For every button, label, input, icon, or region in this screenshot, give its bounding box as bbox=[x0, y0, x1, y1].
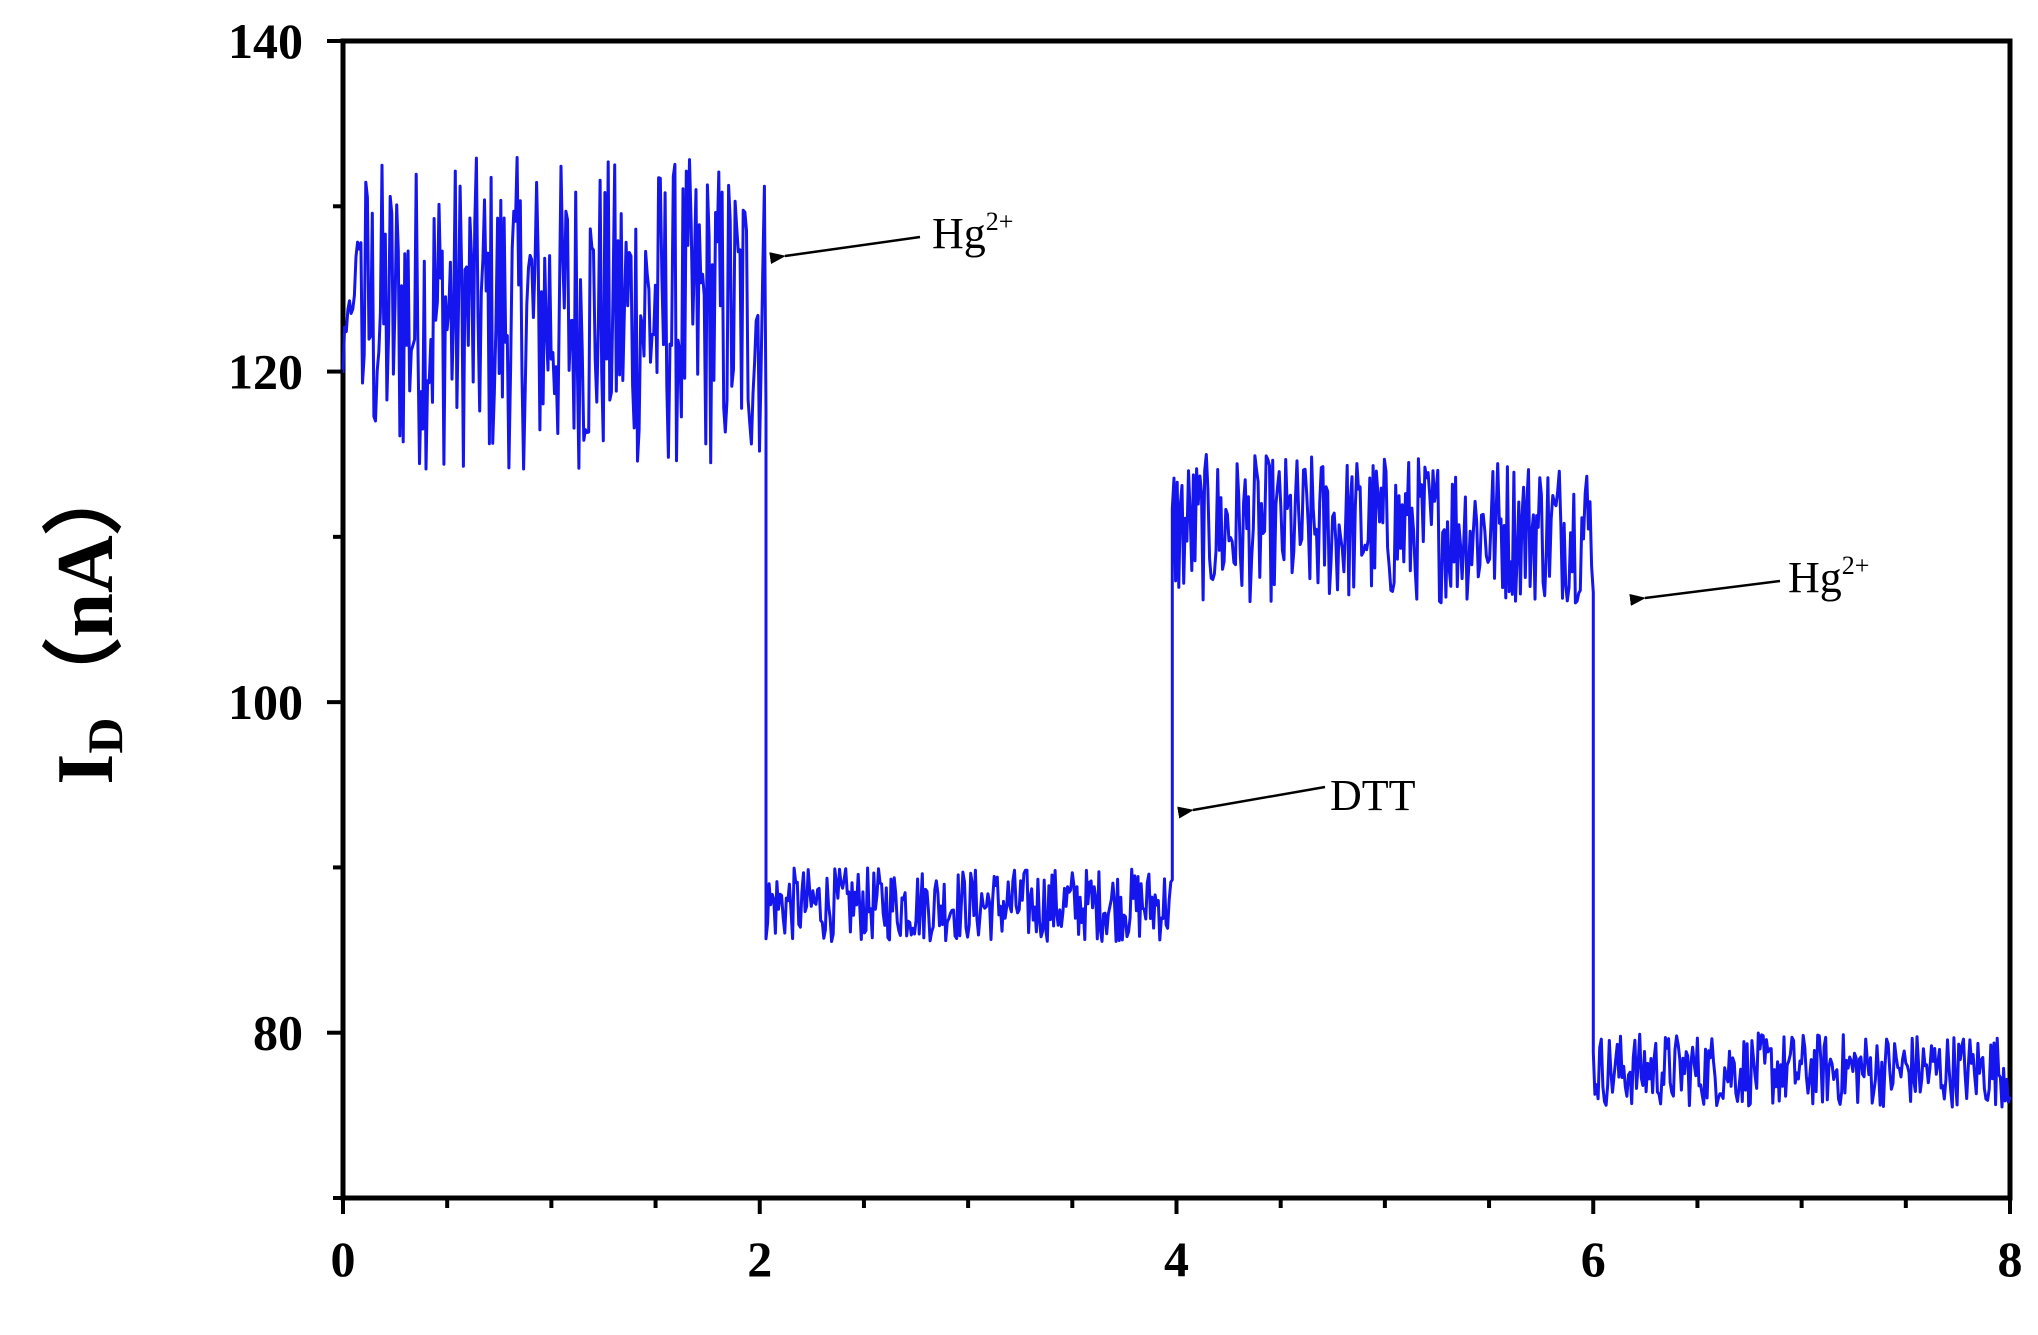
x-tick-label: 6 bbox=[1581, 1231, 1606, 1287]
y-tick-label: 80 bbox=[253, 1005, 303, 1061]
plot-area-frame bbox=[340, 38, 2013, 1201]
x-tick-label: 0 bbox=[331, 1231, 356, 1287]
svg-text:ID（nA）: ID（nA） bbox=[42, 455, 133, 785]
y-axis-ticks bbox=[327, 39, 343, 1200]
annotation-arrow bbox=[769, 235, 921, 265]
x-tick-label: 2 bbox=[747, 1231, 772, 1287]
x-axis: 0 2 4 6 8 bbox=[331, 1231, 2023, 1287]
annotation-label: DTT bbox=[1330, 771, 1416, 820]
annotation-arrow bbox=[1177, 785, 1326, 819]
x-tick-label: 8 bbox=[1998, 1231, 2023, 1287]
x-axis-ticks bbox=[341, 1198, 2012, 1214]
y-axis-label-subscript: D bbox=[77, 718, 133, 754]
y-axis-label: ID（nA） bbox=[42, 455, 133, 785]
annotation-hg-first: Hg2+ bbox=[769, 207, 1013, 265]
y-axis: 80 100 120 140 bbox=[228, 13, 303, 1061]
y-tick-label: 100 bbox=[228, 674, 303, 730]
data-line bbox=[341, 156, 2012, 1109]
y-axis-label-main: I bbox=[42, 754, 130, 785]
annotation-arrow bbox=[1629, 579, 1781, 606]
annotation-label: Hg2+ bbox=[932, 207, 1013, 258]
annotation-label: Hg2+ bbox=[1788, 551, 1869, 602]
y-axis-label-unit: （nA） bbox=[42, 455, 130, 717]
annotation-dtt: DTT bbox=[1177, 771, 1416, 820]
x-tick-label: 4 bbox=[1164, 1231, 1189, 1287]
y-tick-label: 120 bbox=[228, 344, 303, 400]
y-tick-label: 140 bbox=[228, 13, 303, 69]
annotation-hg-second: Hg2+ bbox=[1629, 551, 1869, 606]
